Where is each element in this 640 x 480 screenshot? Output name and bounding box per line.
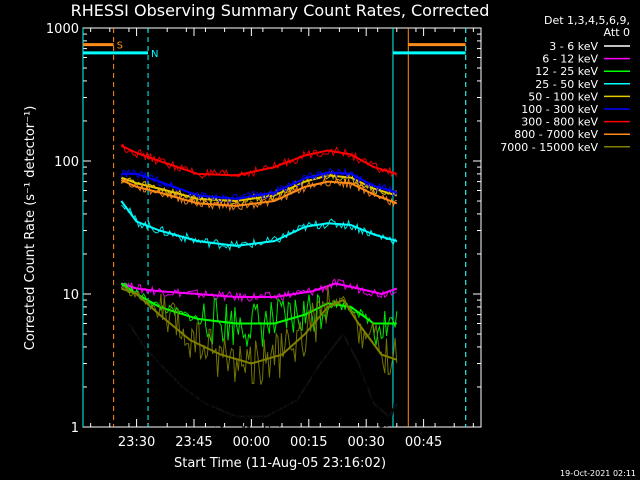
- legend-entry-label: 12 - 25 keV: [535, 65, 598, 78]
- legend-entry-label: 300 - 800 keV: [521, 116, 598, 129]
- series-noise: [121, 204, 398, 252]
- flag-label: N: [151, 49, 158, 60]
- legend-header-line: Att 0: [604, 26, 630, 39]
- x-tick-label: 00:45: [405, 435, 442, 450]
- state-flags: SN: [83, 41, 466, 60]
- legend-entry-label: 100 - 300 keV: [521, 103, 598, 116]
- series-group: [120, 143, 398, 429]
- series-noise: [120, 176, 397, 212]
- x-tick-label: 00:15: [290, 435, 327, 450]
- series-line: [120, 179, 398, 207]
- y-tick-label: 10: [62, 288, 79, 303]
- legend-entry-label: 25 - 50 keV: [535, 78, 598, 91]
- legend-header: Det 1,3,4,5,6,9,Att 0: [544, 14, 630, 39]
- reference-lines: [82, 28, 467, 427]
- series-noise: [121, 143, 398, 180]
- flag-label: S: [117, 41, 123, 52]
- x-axis-label: Start Time (11-Aug-05 23:16:02): [174, 456, 386, 471]
- x-tick-label: 23:45: [175, 435, 212, 450]
- legend-entry-label: 800 - 7000 keV: [514, 128, 598, 141]
- legend-entry-label: 50 - 100 keV: [528, 90, 598, 103]
- series-noise: [120, 282, 398, 347]
- y-axis-label: Corrected Count Rate (s⁻¹ detector⁻¹): [23, 106, 38, 351]
- series-line: [120, 282, 397, 325]
- series-noise: [120, 167, 398, 204]
- y-tick-label: 100: [54, 155, 79, 170]
- series-noise: [120, 285, 398, 385]
- y-tick-label: 1000: [46, 22, 79, 37]
- legend-header-line: Det 1,3,4,5,6,9,: [544, 14, 630, 27]
- x-tick-label: 00:30: [347, 435, 384, 450]
- y-axis: 1 10 100 1000: [46, 22, 481, 436]
- legend-entry-label: 3 - 6 keV: [549, 40, 598, 53]
- series-noise: [120, 278, 397, 303]
- x-tick-label: 00:00: [233, 435, 270, 450]
- series-line: [120, 282, 398, 298]
- chart-title: RHESSI Observing Summary Count Rates, Co…: [71, 1, 490, 20]
- y-tick-label: 1: [71, 421, 79, 436]
- x-tick-label: 23:30: [118, 435, 155, 450]
- timestamp: 19-Oct-2021 02:11: [560, 469, 636, 478]
- legend-entry-label: 6 - 12 keV: [542, 53, 598, 66]
- legend-entry-label: 7000 - 15000 keV: [500, 141, 598, 154]
- series-line: [120, 287, 398, 365]
- series-line: [121, 171, 398, 200]
- x-axis: 23:30 23:45 00:00 00:15 00:30 00:45: [90, 28, 474, 450]
- series-line: [120, 200, 398, 247]
- series-noise: [128, 320, 398, 429]
